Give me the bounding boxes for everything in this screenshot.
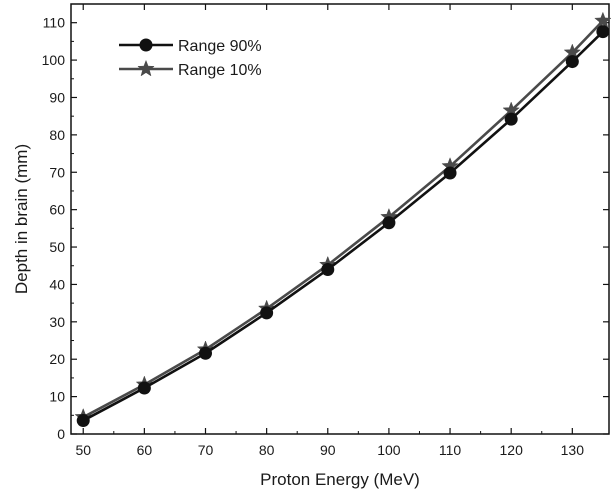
data-point bbox=[76, 414, 90, 428]
legend-item: Range 10% bbox=[119, 59, 262, 79]
y-tick-label: 50 bbox=[49, 239, 65, 255]
data-point bbox=[596, 25, 610, 39]
x-tick-label: 90 bbox=[320, 442, 336, 458]
y-tick-label: 0 bbox=[57, 426, 65, 442]
legend: Range 90% Range 10% bbox=[119, 38, 262, 79]
star-icon bbox=[137, 59, 155, 77]
legend-item: Range 90% bbox=[119, 38, 262, 55]
series-range-10- bbox=[74, 11, 611, 425]
circle-icon bbox=[139, 38, 153, 52]
y-tick-label: 10 bbox=[49, 389, 65, 405]
y-axis: 0 10 20 30 40 50 60 70 80 90 100 110 bbox=[42, 15, 609, 442]
plot-frame bbox=[70, 3, 610, 435]
legend-label: Range 10% bbox=[178, 62, 262, 79]
data-point bbox=[321, 262, 335, 276]
x-tick-label: 100 bbox=[377, 442, 401, 458]
y-tick-label: 60 bbox=[49, 202, 65, 218]
x-axis: 50 60 70 80 90 100 110 120 130 bbox=[75, 4, 584, 458]
x-tick-label: 80 bbox=[259, 442, 275, 458]
data-point bbox=[382, 216, 396, 230]
data-point bbox=[443, 166, 457, 180]
series-line bbox=[82, 30, 604, 422]
series-range-90- bbox=[76, 25, 610, 428]
x-axis-title: Proton Energy (MeV) bbox=[260, 470, 420, 489]
y-axis-title: Depth in brain (mm) bbox=[12, 144, 31, 294]
data-point bbox=[137, 381, 151, 395]
y-tick-label: 110 bbox=[43, 15, 66, 31]
x-tick-label: 60 bbox=[137, 442, 153, 458]
data-point bbox=[565, 55, 579, 69]
x-tick-label: 50 bbox=[75, 442, 91, 458]
y-tick-label: 80 bbox=[49, 127, 65, 143]
x-tick-label: 130 bbox=[561, 442, 585, 458]
data-point bbox=[199, 346, 212, 360]
y-tick-label: 100 bbox=[42, 52, 66, 68]
y-tick-label: 90 bbox=[49, 89, 65, 105]
x-tick-label: 110 bbox=[439, 442, 462, 458]
series-layer bbox=[74, 11, 611, 428]
data-point bbox=[260, 306, 274, 320]
y-tick-label: 20 bbox=[49, 351, 65, 367]
legend-label: Range 90% bbox=[178, 38, 262, 55]
data-point bbox=[594, 11, 611, 29]
y-tick-label: 70 bbox=[49, 164, 65, 180]
x-tick-label: 70 bbox=[198, 442, 214, 458]
series-line bbox=[82, 19, 604, 419]
y-tick-label: 30 bbox=[49, 314, 65, 330]
y-tick-label: 40 bbox=[49, 276, 65, 292]
x-tick-label: 120 bbox=[500, 442, 524, 458]
data-point bbox=[504, 112, 518, 126]
